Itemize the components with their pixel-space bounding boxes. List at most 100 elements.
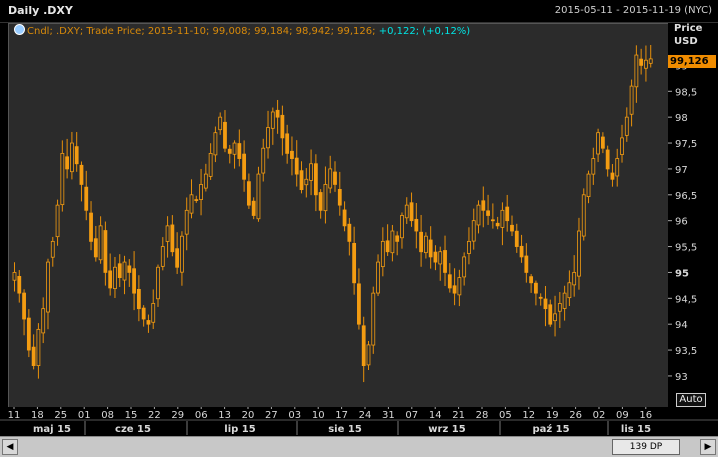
x-day-label: 11 xyxy=(8,410,21,421)
candle xyxy=(203,163,208,192)
candlestick-chart[interactable] xyxy=(9,24,668,407)
candle xyxy=(251,197,256,220)
auto-scale-button[interactable]: Auto xyxy=(676,393,706,407)
candle xyxy=(294,140,299,187)
price-axis-label: Price xyxy=(674,23,703,34)
candle xyxy=(577,217,581,290)
candle xyxy=(146,314,151,333)
candle xyxy=(634,45,639,103)
x-day-label: 25 xyxy=(54,410,67,421)
last-price-badge: 99,126 xyxy=(668,55,716,68)
y-tick-label: 97 xyxy=(675,165,688,176)
x-day-label: 31 xyxy=(382,410,395,421)
scroll-left-button[interactable]: ◀ xyxy=(2,439,18,455)
x-day-label: 21 xyxy=(452,410,465,421)
x-day-label: 07 xyxy=(405,410,418,421)
plot-area[interactable] xyxy=(8,23,669,408)
candle xyxy=(184,197,189,251)
candle xyxy=(328,155,333,194)
candle xyxy=(490,203,495,229)
candle xyxy=(208,143,213,180)
candle xyxy=(548,299,553,327)
candle xyxy=(500,202,505,246)
legend: Cndl; .DXY; Trade Price; 2015-11-10; 99,… xyxy=(14,24,470,37)
candle xyxy=(117,254,122,288)
candle xyxy=(428,226,433,269)
candle xyxy=(543,286,548,327)
candle xyxy=(132,251,136,311)
candle xyxy=(376,254,380,297)
currency-label: USD xyxy=(674,36,698,47)
candle xyxy=(93,225,98,262)
x-day-label: 06 xyxy=(195,410,208,421)
candle xyxy=(495,216,500,230)
candle xyxy=(175,232,180,274)
candle xyxy=(74,132,79,172)
x-day-label: 22 xyxy=(148,410,161,421)
x-day-label: 13 xyxy=(218,410,231,421)
scroll-thumb[interactable]: 139 DP xyxy=(612,439,680,455)
candle xyxy=(534,280,538,306)
candle xyxy=(246,173,251,209)
candle xyxy=(55,199,60,246)
x-month-label: lis 15 xyxy=(621,424,651,435)
y-tick-label: 97,5 xyxy=(675,139,697,150)
candle xyxy=(103,221,108,286)
candle xyxy=(223,110,227,153)
candle xyxy=(567,270,572,307)
candle xyxy=(151,289,156,329)
candle xyxy=(266,110,270,159)
candle xyxy=(538,293,543,306)
candle xyxy=(180,231,184,286)
candle xyxy=(337,171,342,216)
candle xyxy=(136,275,141,322)
candle xyxy=(357,268,361,330)
candle xyxy=(189,179,194,219)
candle xyxy=(505,194,510,232)
y-tick-label: 95 xyxy=(675,268,689,279)
candle xyxy=(510,215,514,237)
candle xyxy=(615,148,620,187)
candle xyxy=(227,144,232,164)
candle xyxy=(481,186,486,228)
x-day-label: 24 xyxy=(359,410,372,421)
x-month-label: paź 15 xyxy=(532,423,569,435)
x-day-label: 03 xyxy=(288,410,301,421)
candle xyxy=(462,252,467,286)
candle xyxy=(256,166,261,222)
candle xyxy=(65,138,70,179)
y-tick-label: 96,5 xyxy=(675,191,697,202)
candle xyxy=(610,164,615,187)
x-day-label: 17 xyxy=(335,410,348,421)
x-month-label: lip 15 xyxy=(224,424,255,435)
y-tick-label: 98,5 xyxy=(675,87,697,98)
candle xyxy=(347,218,352,256)
scroll-right-button[interactable]: ▶ xyxy=(700,439,716,455)
x-day-label: 16 xyxy=(639,410,652,421)
candle xyxy=(79,161,84,202)
candle xyxy=(313,154,318,212)
time-axis-ticks: 11 18 25 01 08 15 22 29 06 13 20 27 03 10 17 24 31 07 14 21… xyxy=(0,407,718,435)
candle xyxy=(22,289,26,336)
legend-marker-icon[interactable] xyxy=(14,24,25,35)
candle xyxy=(170,215,175,257)
x-day-label: 29 xyxy=(171,410,184,421)
y-tick-label: 95,5 xyxy=(675,243,697,254)
date-range: 2015-05-11 - 2015-11-19 (NYC) xyxy=(554,5,712,16)
y-tick-label: 93 xyxy=(675,372,688,383)
x-day-label: 10 xyxy=(312,410,325,421)
candle xyxy=(395,231,400,256)
candle xyxy=(624,107,629,142)
candle xyxy=(108,253,113,296)
candle xyxy=(572,255,577,297)
candle xyxy=(443,235,447,287)
candle xyxy=(452,268,457,306)
candle xyxy=(165,216,170,258)
x-day-label: 14 xyxy=(429,410,442,421)
candle xyxy=(519,234,524,263)
time-axis[interactable]: 11 18 25 01 08 15 22 29 06 13 20 27 03 10 17 24 31 07 14 21… xyxy=(0,407,718,435)
title-bar: Daily .DXY 2015-05-11 - 2015-11-19 (NYC) xyxy=(0,0,718,23)
candle xyxy=(380,227,385,277)
chart-scrollbar[interactable]: ◀ 139 DP ▶ xyxy=(0,436,718,457)
